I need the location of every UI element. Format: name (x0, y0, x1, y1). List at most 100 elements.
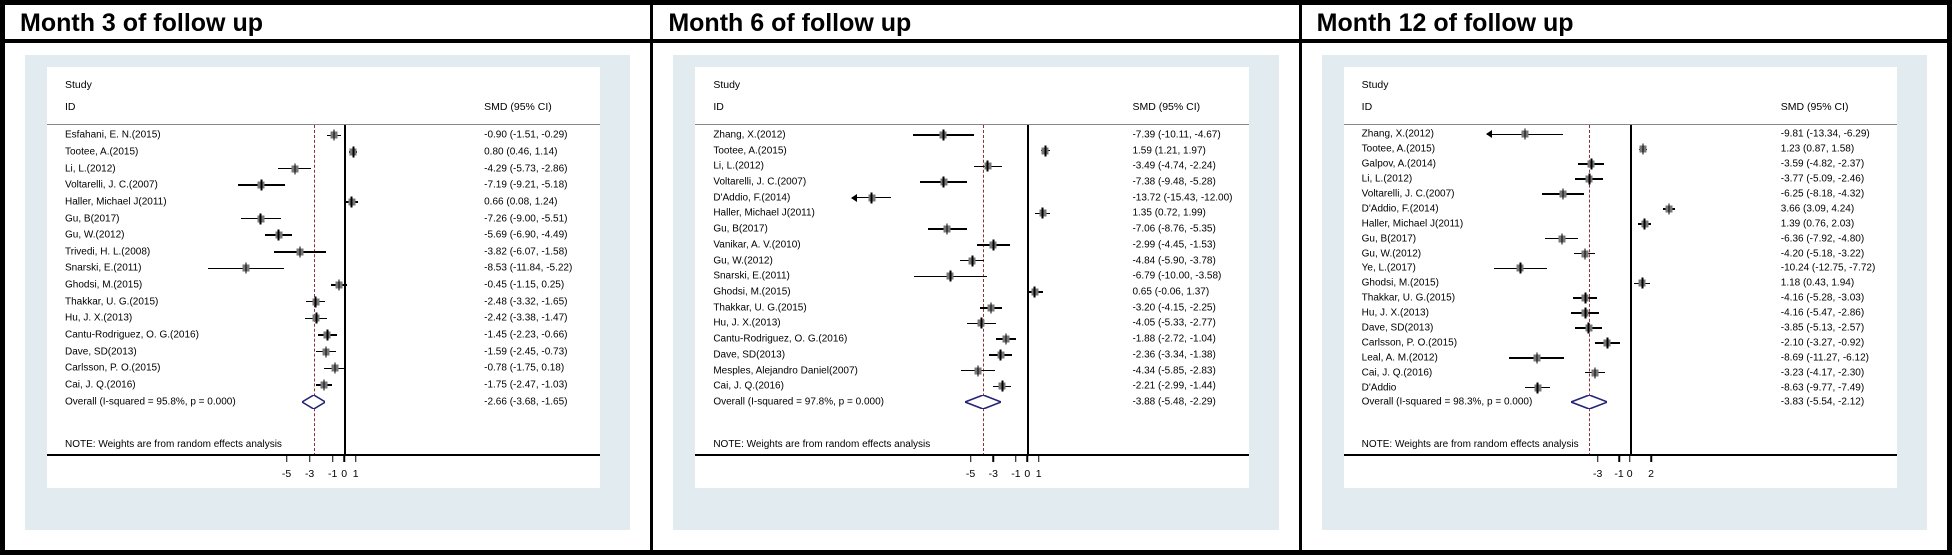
study-id-label: Thakkar, U. G.(2015) (713, 302, 807, 314)
study-id-label: Ghodsi, M.(2015) (1361, 277, 1439, 289)
zero-reference-line (1629, 125, 1632, 456)
smd-value-label: -2.36 (-3.34, -1.38) (1132, 349, 1216, 361)
overall-estimate-dashed-line (1588, 125, 1590, 456)
point-estimate-marker (968, 255, 976, 267)
point-estimate-marker (323, 329, 331, 341)
overall-diamond-shape (965, 395, 1002, 410)
point-estimate-marker (1603, 337, 1611, 349)
study-row: Tootee, A.(2015) 0.80 (0.46, 1.14) (47, 144, 600, 161)
study-id-label: Carlsson, P. O.(2015) (1361, 337, 1458, 349)
study-id-label: Li, L.(2012) (1361, 173, 1413, 185)
smd-value-label: -13.72 (-15.43, -12.00) (1132, 192, 1233, 204)
point-estimate-marker (989, 239, 997, 251)
point-estimate-marker (1581, 248, 1589, 260)
study-row: Carlsson, P. O.(2015) -0.78 (-1.75, 0.18) (47, 360, 600, 377)
point-estimate-marker (1581, 292, 1589, 304)
smd-value-label: -6.25 (-8.18, -4.32) (1780, 188, 1865, 200)
point-estimate-marker (330, 129, 338, 141)
study-id-label: Haller, Michael J(2011) (1361, 218, 1464, 230)
x-axis-tick-label: -5 (965, 468, 976, 480)
study-row: Voltarelli, J. C.(2007) -6.25 (-8.18, -4.… (1344, 187, 1897, 202)
column-header-smd: SMD (95% CI) (1780, 101, 1849, 113)
study-id-label: Ghodsi, M.(2015) (713, 286, 791, 298)
study-row: Dave, SD(2013) -2.36 (-3.34, -1.38) (695, 347, 1248, 363)
ci-clipped-left-arrow (851, 193, 858, 202)
point-estimate-marker (1041, 145, 1049, 157)
study-row: Li, L.(2012) -3.77 (-5.09, -2.46) (1344, 172, 1897, 187)
point-estimate-marker (984, 160, 992, 172)
x-axis-tick (308, 456, 311, 462)
smd-value-label: 1.59 (1.21, 1.97) (1132, 145, 1206, 157)
smd-value-label: -1.75 (-2.47, -1.03) (484, 379, 568, 391)
smd-value-label: -5.69 (-6.90, -4.49) (484, 229, 568, 241)
point-estimate-marker (242, 262, 250, 274)
smd-value-label: -4.29 (-5.73, -2.86) (484, 163, 568, 175)
overall-smd-value: -3.83 (-5.54, -2.12) (1780, 396, 1865, 408)
study-id-label: Voltarelli, J. C.(2007) (65, 179, 158, 191)
study-id-label: Esfahani, E. N.(2015) (65, 129, 161, 141)
x-axis-tick (1618, 456, 1620, 462)
x-axis-tick (992, 456, 995, 462)
x-axis-tick (1026, 456, 1029, 462)
study-id-label: Galpov, A.(2014) (1361, 158, 1436, 170)
plot-background: Study ID SMD (95% CI) Esfahani, E. N.(2015)… (25, 55, 631, 530)
panel-body: Study ID SMD (95% CI) Zhang, X.(2012) -9.81 … (1301, 43, 1947, 550)
study-row: D'Addio, F.(2014) 3.66 (3.09, 4.24) (1344, 201, 1897, 216)
column-header-study: Study (1361, 79, 1389, 91)
overall-diamond (965, 395, 1002, 410)
smd-value-label: -1.59 (-2.45, -0.73) (484, 346, 568, 358)
smd-value-label: 1.35 (0.72, 1.99) (1132, 207, 1206, 219)
study-id-label: Ghodsi, M.(2015) (65, 279, 143, 291)
point-estimate-marker (1581, 307, 1589, 319)
forest-plot-month-3: Study ID SMD (95% CI) Esfahani, E. N.(2015)… (47, 67, 601, 488)
smd-value-label: -0.90 (-1.51, -0.29) (484, 129, 568, 141)
panel-title-month-12: Month 12 of follow up (1301, 5, 1947, 43)
point-estimate-marker (987, 302, 995, 314)
study-id-label: Tootee, A.(2015) (65, 146, 139, 158)
column-header-id: ID (65, 101, 76, 113)
overall-diamond-shape (1570, 395, 1608, 410)
study-id-label: Mesples, Alejandro Daniel(2007) (713, 365, 858, 377)
study-id-label: Gu, B(2017) (1361, 233, 1417, 245)
study-row: Voltarelli, J. C.(2007) -7.38 (-9.48, -5.… (695, 174, 1248, 190)
point-estimate-marker (997, 349, 1005, 361)
weights-note: NOTE: Weights are from random effects an… (1361, 439, 1579, 450)
smd-value-label: -10.24 (-12.75, -7.72) (1780, 262, 1876, 274)
study-id-label: Haller, Michael J(2011) (65, 196, 167, 208)
study-row: Thakkar, U. G.(2015) -3.20 (-4.15, -2.25) (695, 300, 1248, 316)
smd-value-label: 0.66 (0.08, 1.24) (484, 196, 558, 208)
study-row: Snarski, E.(2011) -6.79 (-10.00, -3.58) (695, 268, 1248, 284)
smd-value-label: -4.34 (-5.85, -2.83) (1132, 365, 1216, 377)
smd-value-label: -7.38 (-9.48, -5.28) (1132, 176, 1216, 188)
smd-value-label: -3.23 (-4.17, -2.30) (1780, 367, 1865, 379)
overall-diamond (1570, 395, 1608, 410)
study-row: Snarski, E.(2011) -8.53 (-11.84, -5.22) (47, 260, 600, 277)
study-row: Hu, J. X.(2013) -4.05 (-5.33, -2.77) (695, 316, 1248, 332)
point-estimate-marker (1516, 262, 1524, 274)
header-rule (695, 124, 1249, 125)
column-header-study: Study (713, 79, 741, 91)
study-row: Thakkar, U. G.(2015) -4.16 (-5.28, -3.03) (1344, 291, 1897, 306)
smd-value-label: -4.20 (-5.18, -3.22) (1780, 248, 1865, 260)
study-id-label: Cai, J. Q.(2016) (65, 379, 136, 391)
point-estimate-marker (291, 163, 299, 175)
x-axis-tick-label: 0 (341, 468, 348, 480)
study-id-label: Gu, B(2017) (713, 223, 768, 235)
x-axis-tick (354, 456, 357, 462)
point-estimate-marker (348, 196, 356, 208)
overall-diamond-shape (301, 394, 326, 409)
study-row: Ghodsi, M.(2015) 0.65 (-0.06, 1.37) (695, 284, 1248, 300)
panel-title-month-3: Month 3 of follow up (5, 5, 651, 43)
study-id-label: Trivedi, H. L.(2008) (65, 246, 151, 258)
study-id-label: Cantu-Rodriguez, O. G.(2016) (713, 333, 848, 345)
study-row: Ghodsi, M.(2015) -0.45 (-1.15, 0.25) (47, 277, 600, 294)
study-row: Haller, Michael J(2011) 1.35 (0.72, 1.99) (695, 206, 1248, 222)
point-estimate-marker (1534, 382, 1542, 394)
smd-value-label: -3.85 (-5.13, -2.57) (1780, 322, 1865, 334)
study-id-label: D'Addio, F.(2014) (1361, 203, 1439, 215)
x-axis-tick-label: 1 (1035, 468, 1042, 480)
smd-value-label: -7.39 (-10.11, -4.67) (1132, 129, 1221, 141)
study-id-label: Hu, J. X.(2013) (65, 312, 133, 324)
smd-value-label: -6.79 (-10.00, -3.58) (1132, 270, 1222, 282)
study-id-label: Leal, A. M.(2012) (1361, 352, 1438, 364)
